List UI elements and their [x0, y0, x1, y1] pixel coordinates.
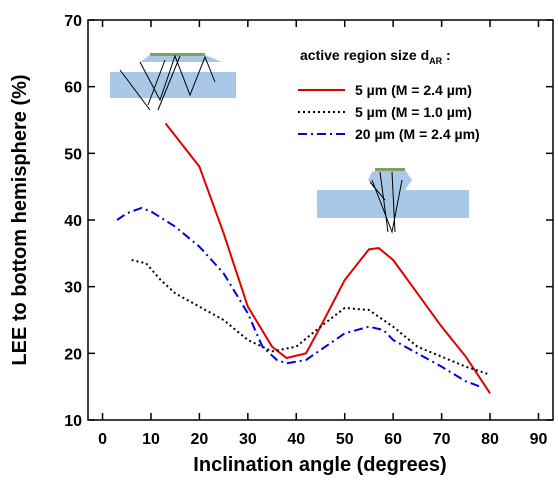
legend-title-text: active region size d — [300, 47, 429, 63]
x-tick-label: 60 — [384, 431, 402, 448]
series-line — [131, 259, 491, 376]
active-region — [375, 168, 405, 171]
x-tick-label: 70 — [433, 431, 451, 448]
ray-paths — [369, 171, 403, 234]
series-line — [164, 122, 491, 394]
x-axis-label: Inclination angle (degrees) — [193, 454, 446, 476]
y-tick-label: 10 — [64, 413, 82, 430]
inset-right — [317, 168, 469, 234]
x-tick-label: 40 — [287, 431, 305, 448]
legend-title: active region size dAR : — [300, 47, 451, 66]
y-tick-label: 30 — [64, 280, 82, 297]
inset-left — [110, 53, 236, 111]
series-line — [116, 206, 481, 388]
x-tick-label: 20 — [191, 431, 209, 448]
y-tick-label: 40 — [64, 213, 82, 230]
x-tick-label: 80 — [481, 431, 499, 448]
x-tick-label: 90 — [530, 431, 548, 448]
legend-label: 20 µm (M = 2.4 µm) — [355, 126, 480, 142]
y-tick-label: 50 — [64, 146, 82, 163]
x-tick-label: 10 — [142, 431, 160, 448]
mesa — [140, 55, 222, 62]
x-tick-label: 0 — [98, 431, 107, 448]
legend-label: 5 µm (M = 1.0 µm) — [355, 104, 472, 120]
legend-title-suffix: : — [442, 47, 451, 63]
substrate — [110, 72, 236, 98]
y-tick-label: 70 — [64, 13, 82, 30]
ray-paths — [119, 54, 216, 111]
y-tick-label: 60 — [64, 80, 82, 97]
y-tick-label: 20 — [64, 346, 82, 363]
x-tick-label: 50 — [336, 431, 354, 448]
active-region — [150, 53, 205, 56]
y-axis-label: LEE to bottom hemisphere (%) — [9, 74, 31, 365]
x-tick-label: 30 — [239, 431, 257, 448]
legend-title-subscript: AR — [429, 56, 442, 66]
legend-label: 5 µm (M = 2.4 µm) — [355, 82, 472, 98]
